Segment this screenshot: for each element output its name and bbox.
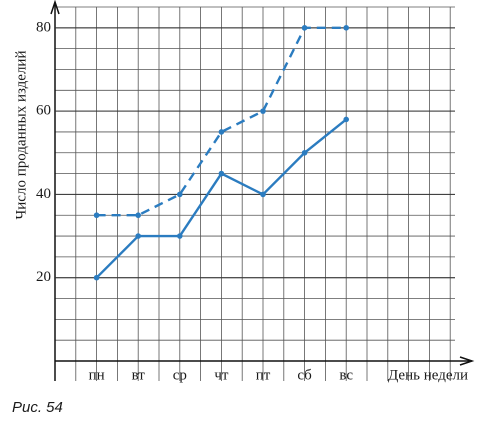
x-tick-label: пт <box>256 367 271 383</box>
y-axis-label: Число проданных изделий <box>13 51 29 220</box>
x-tick-label: пн <box>89 367 105 383</box>
y-axis-arrow <box>50 0 60 15</box>
point <box>135 212 141 219</box>
x-tick-label: чт <box>214 367 229 383</box>
x-axis-arrow <box>459 356 475 366</box>
point <box>343 116 350 123</box>
point <box>301 149 308 156</box>
x-axis-label: День недели <box>388 367 468 383</box>
point <box>260 191 266 198</box>
y-tick-label: 60 <box>36 103 51 119</box>
x-tick-label: сб <box>297 367 312 383</box>
point <box>343 25 350 31</box>
y-tick-label: 20 <box>36 269 51 285</box>
point <box>218 170 225 177</box>
x-tick-label: вт <box>132 367 146 383</box>
point <box>218 129 225 135</box>
point <box>93 274 100 281</box>
point <box>260 108 266 114</box>
point <box>301 25 308 31</box>
y-tick-label: 80 <box>36 19 51 35</box>
point <box>93 212 100 219</box>
x-tick-label: ср <box>173 367 187 383</box>
point <box>177 233 183 239</box>
y-tick-label: 40 <box>36 186 51 202</box>
point <box>135 233 141 239</box>
x-tick-label: вс <box>339 367 353 383</box>
point <box>177 191 183 198</box>
caption: Рис. 54 <box>12 399 63 416</box>
